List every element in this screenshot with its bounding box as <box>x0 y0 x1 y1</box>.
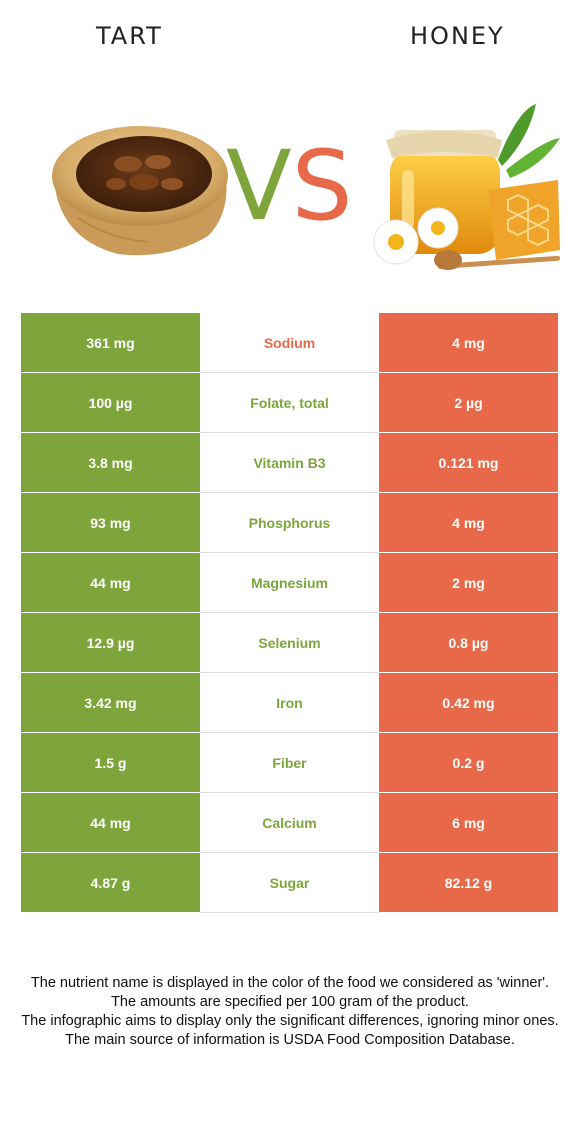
table-row: 44 mg Calcium 6 mg <box>21 792 558 853</box>
left-value: 3.8 mg <box>21 432 200 493</box>
honey-image <box>373 104 560 270</box>
nutrient-name: Fiber <box>200 732 379 793</box>
nutrient-name: Magnesium <box>200 552 379 613</box>
left-value: 44 mg <box>21 552 200 613</box>
left-value: 100 µg <box>21 372 200 433</box>
left-value: 12.9 µg <box>21 612 200 673</box>
right-value: 2 µg <box>379 372 558 433</box>
footnote-amounts: The amounts are specified per 100 gram o… <box>111 994 469 1010</box>
footnotes: The nutrient name is displayed in the co… <box>20 974 560 1050</box>
left-value: 44 mg <box>21 792 200 853</box>
table-row: 3.42 mg Iron 0.42 mg <box>21 672 558 733</box>
tart-image <box>52 126 228 256</box>
nutrient-name: Sodium <box>200 313 379 373</box>
left-value: 4.87 g <box>21 852 200 913</box>
left-value: 3.42 mg <box>21 672 200 733</box>
table-row: 12.9 µg Selenium 0.8 µg <box>21 612 558 673</box>
nutrient-name: Selenium <box>200 612 379 673</box>
nutrient-name: Calcium <box>200 792 379 853</box>
right-value: 0.121 mg <box>379 432 558 493</box>
right-value: 0.2 g <box>379 732 558 793</box>
nutrient-name: Vitamin B3 <box>200 432 379 493</box>
nutrient-name: Folate, total <box>200 372 379 433</box>
table-row: 100 µg Folate, total 2 µg <box>21 372 558 433</box>
table-row: 44 mg Magnesium 2 mg <box>21 552 558 613</box>
left-food-title: TART <box>96 22 163 50</box>
right-value: 2 mg <box>379 552 558 613</box>
right-value: 6 mg <box>379 792 558 853</box>
vs-label: VS <box>226 130 353 242</box>
table-row: 3.8 mg Vitamin B3 0.121 mg <box>21 432 558 493</box>
right-value: 4 mg <box>379 313 558 373</box>
left-value: 93 mg <box>21 492 200 553</box>
nutrient-name: Sugar <box>200 852 379 913</box>
table-row: 4.87 g Sugar 82.12 g <box>21 852 558 913</box>
left-value: 361 mg <box>21 313 200 373</box>
right-value: 0.42 mg <box>379 672 558 733</box>
comparison-table: 361 mg Sodium 4 mg 100 µg Folate, total 2 µg 3… <box>21 313 558 913</box>
table-row: 1.5 g Fiber 0.2 g <box>21 732 558 793</box>
right-value: 4 mg <box>379 492 558 553</box>
footnote-winner: The nutrient name is displayed in the co… <box>30 975 550 991</box>
right-value: 0.8 µg <box>379 612 558 673</box>
table-row: 93 mg Phosphorus 4 mg <box>21 492 558 553</box>
table-row: 361 mg Sodium 4 mg <box>21 313 558 373</box>
footnote-source: The main source of information is USDA F… <box>65 1032 515 1048</box>
nutrient-name: Iron <box>200 672 379 733</box>
right-value: 82.12 g <box>379 852 558 913</box>
right-food-title: HONEY <box>410 22 505 50</box>
footnote-aims: The infographic aims to display only the… <box>21 1013 559 1029</box>
left-value: 1.5 g <box>21 732 200 793</box>
nutrient-name: Phosphorus <box>200 492 379 553</box>
